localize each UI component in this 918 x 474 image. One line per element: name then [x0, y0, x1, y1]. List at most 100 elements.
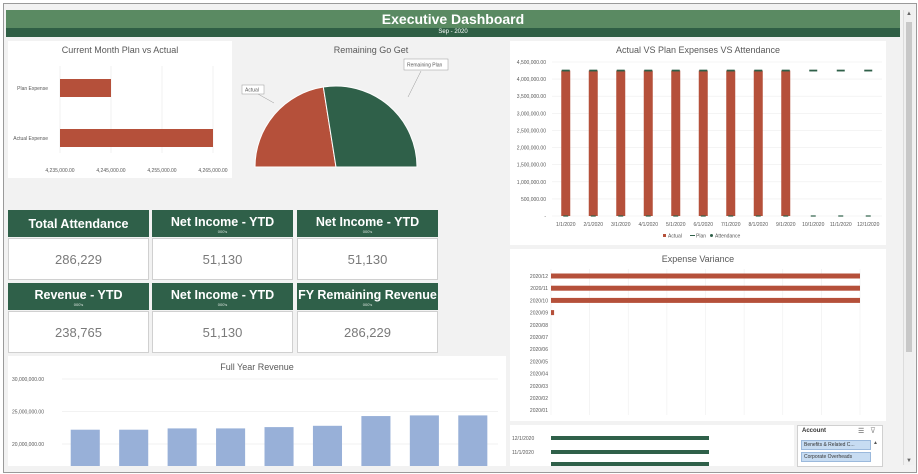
kpi-value: 51,130 — [152, 238, 293, 280]
account-item[interactable]: Corporate Overheads — [801, 452, 871, 462]
y-tick-label: 20,000,000.00 — [12, 442, 44, 448]
bar — [753, 70, 763, 216]
callout-line — [407, 70, 422, 98]
account-item[interactable]: Benefits & Related C... — [801, 440, 871, 450]
x-tick-label: 8/1/2020 — [749, 222, 769, 228]
kpi-title: Net Income - YTD — [315, 215, 420, 229]
x-tick-label: 6/1/2020 — [694, 222, 714, 228]
y-tick-label: 12/1/2020 — [512, 436, 534, 442]
x-tick-label: 4,245,000.00 — [96, 168, 125, 174]
x-tick-label: 2/1/2020 — [584, 222, 604, 228]
variance-panel[interactable]: Expense Variance 2020/12 2020/11 2020/10 20… — [510, 249, 886, 421]
y-tick-label: 2020/11 — [530, 286, 548, 292]
y-tick-label: 2020/10 — [530, 298, 548, 304]
variance-chart: 2020/12 2020/11 2020/10 2020/09 2020/08 2020/… — [530, 269, 861, 415]
lower-right-panel[interactable]: 12/1/2020 11/1/2020 — [510, 425, 794, 466]
kpi-header: Net Income - YTD 000's — [152, 283, 293, 310]
kpi-title: Total Attendance — [28, 217, 129, 231]
full-year-panel[interactable]: Full Year Revenue 20,000,000.00 25,000,00… — [8, 356, 506, 466]
bar — [216, 428, 246, 466]
kpi-title: FY Remaining Revenue — [298, 288, 437, 302]
category-label: Plan Expense — [17, 86, 48, 92]
slicer-scroll-up-icon[interactable]: ▲ — [873, 440, 878, 446]
y-tick-label: 2020/02 — [530, 396, 548, 402]
y-tick-label: 3,000,000.00 — [517, 111, 546, 117]
legend-swatch — [663, 234, 666, 237]
y-tick-label: 2020/12 — [530, 274, 548, 280]
remaining-panel[interactable]: Remaining Go Get Actual Remaining Plan — [236, 41, 506, 178]
bar — [551, 310, 555, 316]
kpi-subtitle: 000's — [362, 302, 373, 307]
bar — [458, 415, 488, 466]
bar — [551, 273, 860, 279]
full-year-title: Full Year Revenue — [220, 362, 294, 372]
kpi-subtitle: 000's — [362, 229, 373, 234]
bar — [70, 429, 100, 466]
remaining-chart: Actual Remaining Plan — [241, 58, 449, 168]
legend-label: Actual — [668, 234, 682, 240]
kpi-subtitle: 000's — [217, 229, 228, 234]
remaining-title: Remaining Go Get — [333, 45, 409, 55]
bar — [698, 70, 708, 216]
x-tick-label: 3/1/2020 — [611, 222, 631, 228]
category-label: Actual Expense — [13, 136, 48, 142]
legend-label: Attendance — [715, 234, 741, 240]
kpi-subtitle: 000's — [217, 302, 228, 307]
y-tick-label: 1,500,000.00 — [517, 163, 546, 169]
x-tick-label: 9/1/2020 — [776, 222, 796, 228]
bar — [561, 70, 571, 216]
vertical-scrollbar[interactable]: ▲ ▼ — [903, 10, 914, 465]
bar — [781, 70, 791, 216]
bar — [60, 129, 213, 147]
dashboard-title: Executive Dashboard — [6, 10, 900, 28]
pie-label: Actual — [245, 88, 259, 94]
clear-filter-icon[interactable]: ⊽ — [870, 426, 876, 435]
y-tick-label: 2020/06 — [530, 347, 548, 353]
lower-right-chart: 12/1/2020 11/1/2020 — [512, 436, 709, 466]
x-tick-label: 7/1/2020 — [721, 222, 741, 228]
y-tick-label: 2,000,000.00 — [517, 146, 546, 152]
bar — [551, 462, 709, 466]
y-tick-label: 2020/08 — [530, 323, 548, 329]
kpi-value: 51,130 — [152, 311, 293, 353]
bar — [409, 415, 439, 466]
plan-vs-actual-title: Current Month Plan vs Actual — [61, 45, 179, 55]
kpi-value: 238,765 — [8, 311, 149, 353]
multi-select-icon[interactable]: ☰ — [858, 428, 865, 435]
x-tick-label: 4/1/2020 — [639, 222, 659, 228]
y-tick-label: 2020/01 — [530, 408, 548, 414]
callout-line — [257, 93, 275, 104]
y-tick-label: 1,000,000.00 — [517, 180, 546, 186]
avp-chart: - 500,000.00 1,000,000.00 1,500,000.00 2,000… — [517, 60, 882, 240]
x-tick-label: 12/1/2020 — [857, 222, 879, 228]
plan-vs-actual-panel[interactable]: Current Month Plan vs Actual 4,235,000.0… — [8, 41, 232, 178]
legend-swatch — [710, 234, 713, 237]
bar — [588, 70, 598, 216]
x-tick-label: 11/1/2020 — [830, 222, 852, 228]
x-tick-label: 4,235,000.00 — [45, 168, 74, 174]
account-slicer[interactable]: Account ☰ ⊽ Benefits & Related C... Corp… — [797, 425, 883, 467]
kpi-header: Net Income - YTD 000's — [152, 210, 293, 237]
bar — [119, 429, 149, 466]
kpi-value: 51,130 — [297, 238, 438, 280]
y-tick-label: 4,500,000.00 — [517, 60, 546, 66]
bar — [551, 436, 709, 440]
variance-title: Expense Variance — [661, 254, 735, 264]
kpi-header: Net Income - YTD 000's — [297, 210, 438, 237]
scroll-down-icon[interactable]: ▼ — [906, 458, 912, 464]
scroll-up-icon[interactable]: ▲ — [906, 11, 912, 17]
scroll-thumb[interactable] — [906, 22, 912, 352]
bar — [264, 427, 294, 466]
bar — [551, 285, 860, 291]
kpi-header: Total Attendance — [8, 210, 149, 237]
y-tick-label: 2020/05 — [530, 359, 548, 365]
avp-panel[interactable]: Actual VS Plan Expenses VS Attendance - 5… — [510, 41, 886, 245]
bar — [312, 425, 343, 466]
bar — [551, 297, 860, 303]
x-tick-label: 4,255,000.00 — [147, 168, 176, 174]
y-tick-label: 2020/07 — [530, 335, 548, 341]
bar — [167, 428, 197, 466]
kpi-title: Revenue - YTD — [34, 288, 123, 302]
period-label: Sep - 2020 — [6, 28, 900, 37]
y-tick-label: 2,500,000.00 — [517, 128, 546, 134]
